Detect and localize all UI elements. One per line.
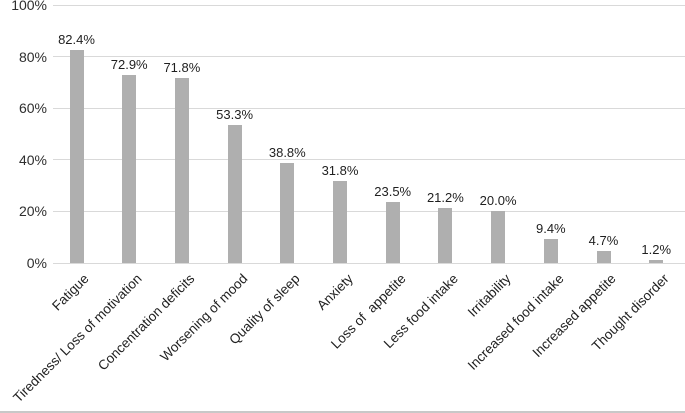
bar-value-label: 21.2% [426,190,464,206]
y-tick-label: 0% [26,255,47,271]
bar [543,238,558,263]
x-category-label: Anxiety [313,271,356,313]
bar [333,180,347,263]
bar-value-label: 53.3% [216,107,254,123]
bar-value-label: 20.0% [479,193,517,209]
bar [491,211,506,263]
bar-value-label: 72.9% [110,56,148,72]
bar [280,162,295,263]
bar-value-label: 71.8% [163,59,201,75]
bar-value-label: 38.8% [268,144,306,160]
x-category-label: Irritability [464,271,514,320]
y-tick-label: 80% [18,48,47,65]
bar [122,74,137,263]
bar-value-label: 82.4% [58,32,95,48]
gridline [53,107,685,109]
gridline [53,56,685,58]
y-tick-label: 60% [18,100,47,117]
figure-bottom-border [0,411,685,413]
gridline [53,159,685,161]
y-tick-label: 20% [18,203,47,220]
y-tick-label: 100% [11,0,47,13]
x-category-label: Concentration deficits [95,271,198,374]
gridline [53,262,685,264]
bar [227,125,242,263]
bar-value-label: 9.4% [535,220,566,236]
bar [174,77,189,263]
gridline [53,210,685,212]
bar [69,50,84,263]
x-category-label: Increased food intake [464,271,567,373]
bar [596,250,611,263]
bar [649,259,664,263]
bar [385,202,400,263]
gridline [53,4,685,6]
bar-value-label: 23.5% [374,184,412,200]
y-tick-label: 40% [18,151,47,168]
bar [438,208,453,263]
bar-value-label: 1.2% [641,241,672,257]
x-category-label: Fatigue [49,271,93,314]
bar-value-label: 31.8% [321,162,359,178]
bar-value-label: 4.7% [588,232,619,248]
